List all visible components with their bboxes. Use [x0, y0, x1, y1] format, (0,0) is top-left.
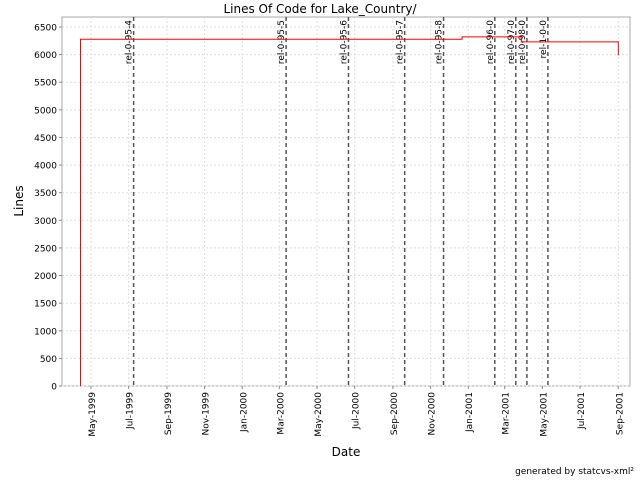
release-marker-label: rel-0-96-0	[486, 20, 496, 64]
y-tick-label: 5500	[34, 79, 57, 89]
y-tick-label: 6500	[34, 24, 57, 34]
x-tick-label: Jan-2001	[465, 392, 475, 433]
release-marker-label: rel-1-0-0	[539, 20, 549, 59]
y-tick-label: 0	[51, 383, 57, 393]
y-tick-label: 2000	[34, 272, 57, 282]
y-tick-label: 500	[40, 355, 57, 365]
release-marker-label: rel-0-95-6	[339, 20, 349, 64]
y-tick-label: 4000	[34, 162, 57, 172]
y-tick-label: 3000	[34, 217, 57, 227]
y-tick-label: 5000	[34, 106, 57, 116]
x-tick-label: Nov-2000	[428, 392, 438, 436]
x-axis-label: Date	[332, 445, 361, 459]
plot-area	[61, 16, 631, 387]
x-tick-label: May-1999	[88, 392, 98, 437]
x-tick-label: May-2000	[314, 392, 324, 437]
x-tick-label: Jan-2000	[239, 392, 249, 433]
loc-series-line	[80, 36, 619, 386]
x-tick-label: May-2001	[539, 392, 549, 437]
release-marker-label: rel-0-95-4	[125, 20, 135, 64]
x-tick-label: Jul-1999	[126, 392, 136, 430]
footer-credit: generated by statcvs-xml²	[515, 467, 634, 477]
y-tick-label: 3500	[34, 189, 57, 199]
x-tick-label: Sep-2000	[390, 392, 400, 435]
chart-title: Lines Of Code for Lake_Country/	[223, 2, 417, 16]
x-tick-label: Sep-2001	[615, 392, 625, 435]
x-tick-label: Mar-2001	[502, 392, 512, 435]
x-tick-label: Sep-1999	[164, 392, 174, 435]
x-tick-label: Mar-2000	[276, 392, 286, 435]
release-marker-label: rel-0-97-0	[507, 20, 517, 64]
release-marker-label: rel-0-95-7	[396, 20, 406, 64]
y-tick-label: 4500	[34, 134, 57, 144]
y-tick-label: 1000	[34, 327, 57, 337]
y-axis-label: Lines	[12, 185, 26, 216]
x-tick-label: Jul-2001	[577, 392, 587, 430]
release-marker-label: rel-0-95-5	[277, 20, 287, 64]
y-tick-label: 6000	[34, 51, 57, 61]
y-tick-label: 2500	[34, 244, 57, 254]
x-tick-label: Nov-1999	[202, 392, 212, 436]
y-tick-label: 1500	[34, 300, 57, 310]
x-tick-label: Jul-2000	[352, 392, 362, 430]
release-marker-label: rel-0-95-8	[435, 20, 445, 64]
